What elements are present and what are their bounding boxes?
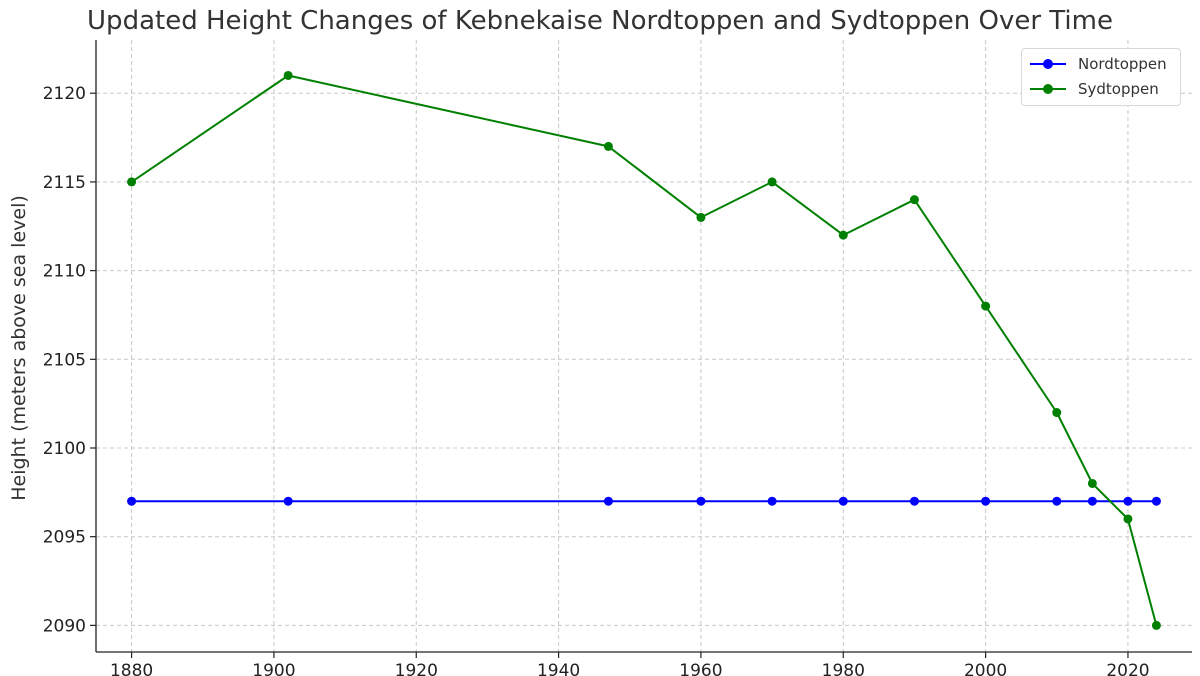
series-lines — [131, 74, 1158, 626]
data-point-sydtoppen — [909, 195, 919, 205]
series-points — [127, 70, 1161, 630]
data-point-sydtoppen — [1052, 408, 1062, 418]
legend-swatch-nordtoppen — [1028, 54, 1068, 74]
y-tick-label: 2115 — [43, 173, 86, 193]
legend-item-nordtoppen: Nordtoppen — [1028, 54, 1167, 74]
x-tick-label: 2000 — [964, 661, 1007, 676]
x-tick-label: 1960 — [679, 661, 722, 676]
y-axis-ticks: 2090 2095 2100 2105 2110 2115 2120 — [43, 84, 96, 636]
series-line-sydtoppen — [131, 74, 1158, 626]
chart-title: Updated Height Changes of Kebnekaise Nor… — [87, 6, 1113, 36]
data-point-sydtoppen — [1151, 620, 1161, 630]
data-point-sydtoppen — [838, 230, 848, 240]
data-point-nordtoppen — [696, 496, 706, 506]
data-point-nordtoppen — [1087, 496, 1097, 506]
y-tick-label: 2105 — [43, 350, 86, 370]
x-tick-label: 2020 — [1106, 661, 1149, 676]
legend-label-sydtoppen: Sydtoppen — [1078, 80, 1159, 98]
data-point-sydtoppen — [603, 141, 613, 151]
legend-item-sydtoppen: Sydtoppen — [1028, 79, 1159, 99]
data-point-sydtoppen — [127, 177, 137, 187]
data-point-nordtoppen — [838, 496, 848, 506]
y-tick-label: 2095 — [43, 528, 86, 548]
x-axis-ticks: 1880 1900 1920 1940 1960 1980 2000 2020 — [110, 652, 1150, 676]
data-point-nordtoppen — [1151, 496, 1161, 506]
legend-label-nordtoppen: Nordtoppen — [1078, 55, 1167, 73]
data-point-sydtoppen — [981, 301, 991, 311]
data-point-sydtoppen — [283, 70, 293, 80]
data-point-nordtoppen — [909, 496, 919, 506]
y-tick-label: 2100 — [43, 439, 86, 459]
data-point-nordtoppen — [981, 496, 991, 506]
data-point-sydtoppen — [1087, 478, 1097, 488]
data-point-sydtoppen — [1123, 514, 1133, 524]
data-point-nordtoppen — [1052, 496, 1062, 506]
data-point-sydtoppen — [767, 177, 777, 187]
data-point-sydtoppen — [696, 212, 706, 222]
data-point-nordtoppen — [767, 496, 777, 506]
y-tick-label: 2120 — [43, 84, 86, 104]
x-tick-label: 1940 — [537, 661, 580, 676]
y-tick-label: 2110 — [43, 262, 86, 282]
grid-lines — [96, 40, 1192, 652]
x-tick-label: 1900 — [252, 661, 295, 676]
data-point-nordtoppen — [127, 496, 137, 506]
legend-swatch-sydtoppen — [1028, 79, 1068, 99]
x-tick-label: 1980 — [822, 661, 865, 676]
data-point-nordtoppen — [1123, 496, 1133, 506]
data-point-nordtoppen — [603, 496, 613, 506]
x-tick-label: 1920 — [395, 661, 438, 676]
x-tick-label: 1880 — [110, 661, 153, 676]
axes — [95, 40, 1192, 653]
y-tick-label: 2090 — [43, 616, 86, 636]
data-point-nordtoppen — [283, 496, 293, 506]
legend: Nordtoppen Sydtoppen — [1021, 48, 1181, 106]
